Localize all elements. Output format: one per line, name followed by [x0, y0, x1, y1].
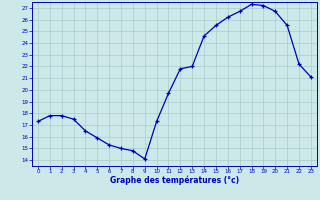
X-axis label: Graphe des températures (°c): Graphe des températures (°c): [110, 176, 239, 185]
